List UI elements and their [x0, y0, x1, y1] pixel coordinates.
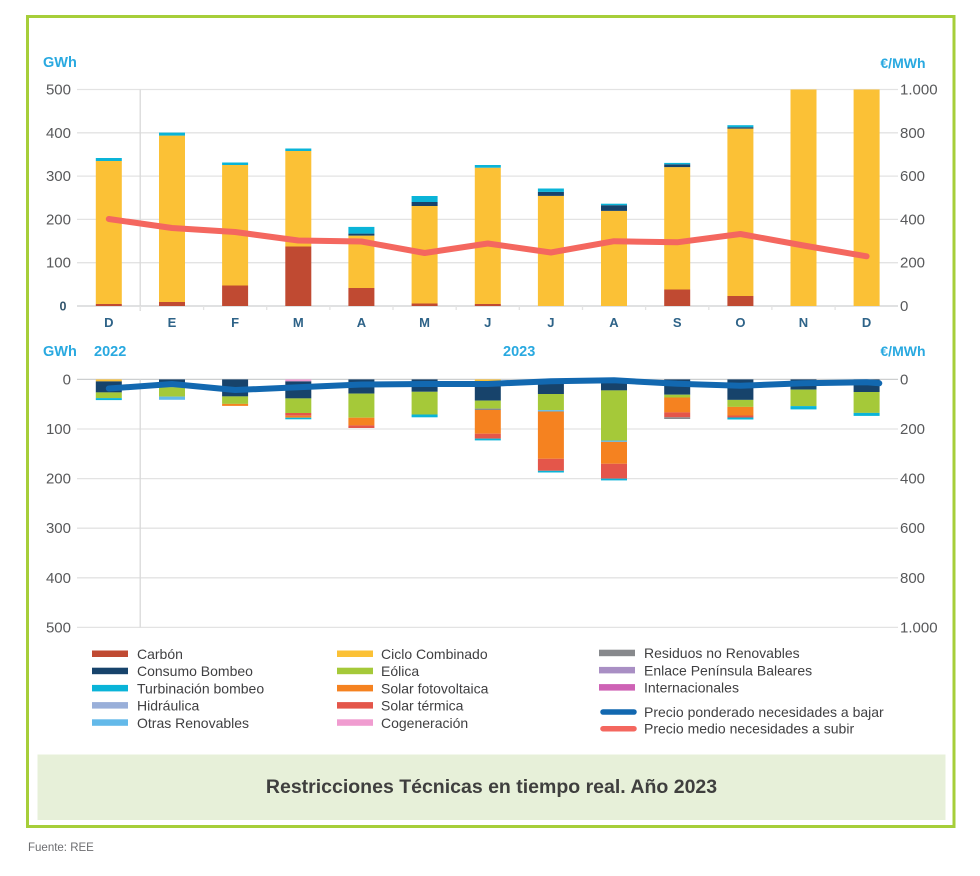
svg-text:400: 400: [46, 570, 71, 587]
svg-text:Fuente: REE: Fuente: REE: [28, 842, 94, 854]
svg-text:2023: 2023: [503, 344, 535, 360]
svg-text:500: 500: [46, 82, 71, 99]
svg-text:€/MWh: €/MWh: [880, 343, 925, 359]
svg-text:A: A: [357, 315, 367, 330]
svg-text:E: E: [168, 315, 177, 330]
svg-text:Solar térmica: Solar térmica: [381, 698, 464, 714]
svg-text:Eólica: Eólica: [381, 663, 419, 679]
svg-text:100: 100: [46, 255, 71, 272]
svg-text:Turbinación bombeo: Turbinación bombeo: [137, 680, 264, 696]
svg-text:€/MWh: €/MWh: [880, 55, 925, 71]
svg-text:0: 0: [60, 300, 67, 314]
svg-text:Internacionales: Internacionales: [644, 680, 739, 696]
svg-text:1.000: 1.000: [900, 82, 938, 99]
svg-text:Cogeneración: Cogeneración: [381, 715, 468, 731]
svg-text:400: 400: [900, 471, 925, 488]
svg-text:D: D: [862, 315, 871, 330]
svg-text:800: 800: [900, 125, 925, 142]
svg-text:GWh: GWh: [43, 55, 77, 71]
svg-text:A: A: [609, 315, 619, 330]
svg-text:Carbón: Carbón: [137, 646, 183, 662]
svg-text:Restricciones Técnicas en tiem: Restricciones Técnicas en tiempo real. A…: [266, 776, 717, 798]
svg-text:200: 200: [900, 421, 925, 438]
svg-text:500: 500: [46, 619, 71, 636]
svg-text:Residuos no Renovables: Residuos no Renovables: [644, 645, 800, 661]
svg-text:800: 800: [900, 570, 925, 587]
svg-text:S: S: [673, 315, 682, 330]
svg-text:Precio medio necesidades a sub: Precio medio necesidades a subir: [644, 721, 854, 737]
svg-text:0: 0: [63, 371, 71, 388]
svg-text:J: J: [484, 315, 491, 330]
svg-text:N: N: [799, 315, 808, 330]
svg-text:2022: 2022: [94, 344, 126, 360]
svg-text:400: 400: [900, 211, 925, 228]
svg-text:Precio ponderado necesidades a: Precio ponderado necesidades a bajar: [644, 704, 884, 720]
svg-text:F: F: [231, 315, 239, 330]
svg-text:Hidráulica: Hidráulica: [137, 698, 199, 714]
svg-text:100: 100: [46, 421, 71, 438]
svg-text:300: 300: [46, 168, 71, 185]
svg-text:Consumo Bombeo: Consumo Bombeo: [137, 663, 253, 679]
svg-text:GWh: GWh: [43, 344, 77, 360]
svg-text:0: 0: [900, 298, 908, 315]
svg-text:600: 600: [900, 168, 925, 185]
svg-text:M: M: [419, 315, 430, 330]
svg-text:400: 400: [46, 125, 71, 142]
svg-text:M: M: [293, 315, 304, 330]
svg-text:200: 200: [900, 255, 925, 272]
svg-text:D: D: [104, 315, 113, 330]
svg-text:O: O: [735, 315, 745, 330]
svg-text:300: 300: [46, 520, 71, 537]
svg-text:Solar fotovoltaica: Solar fotovoltaica: [381, 680, 489, 696]
svg-text:Enlace Península Baleares: Enlace Península Baleares: [644, 662, 812, 678]
svg-text:J: J: [547, 315, 554, 330]
svg-text:200: 200: [46, 471, 71, 488]
svg-text:1.000: 1.000: [900, 619, 938, 636]
svg-text:200: 200: [46, 211, 71, 228]
svg-text:0: 0: [900, 371, 908, 388]
svg-text:Otras Renovables: Otras Renovables: [137, 715, 249, 731]
svg-text:Ciclo Combinado: Ciclo Combinado: [381, 646, 488, 662]
svg-text:600: 600: [900, 520, 925, 537]
